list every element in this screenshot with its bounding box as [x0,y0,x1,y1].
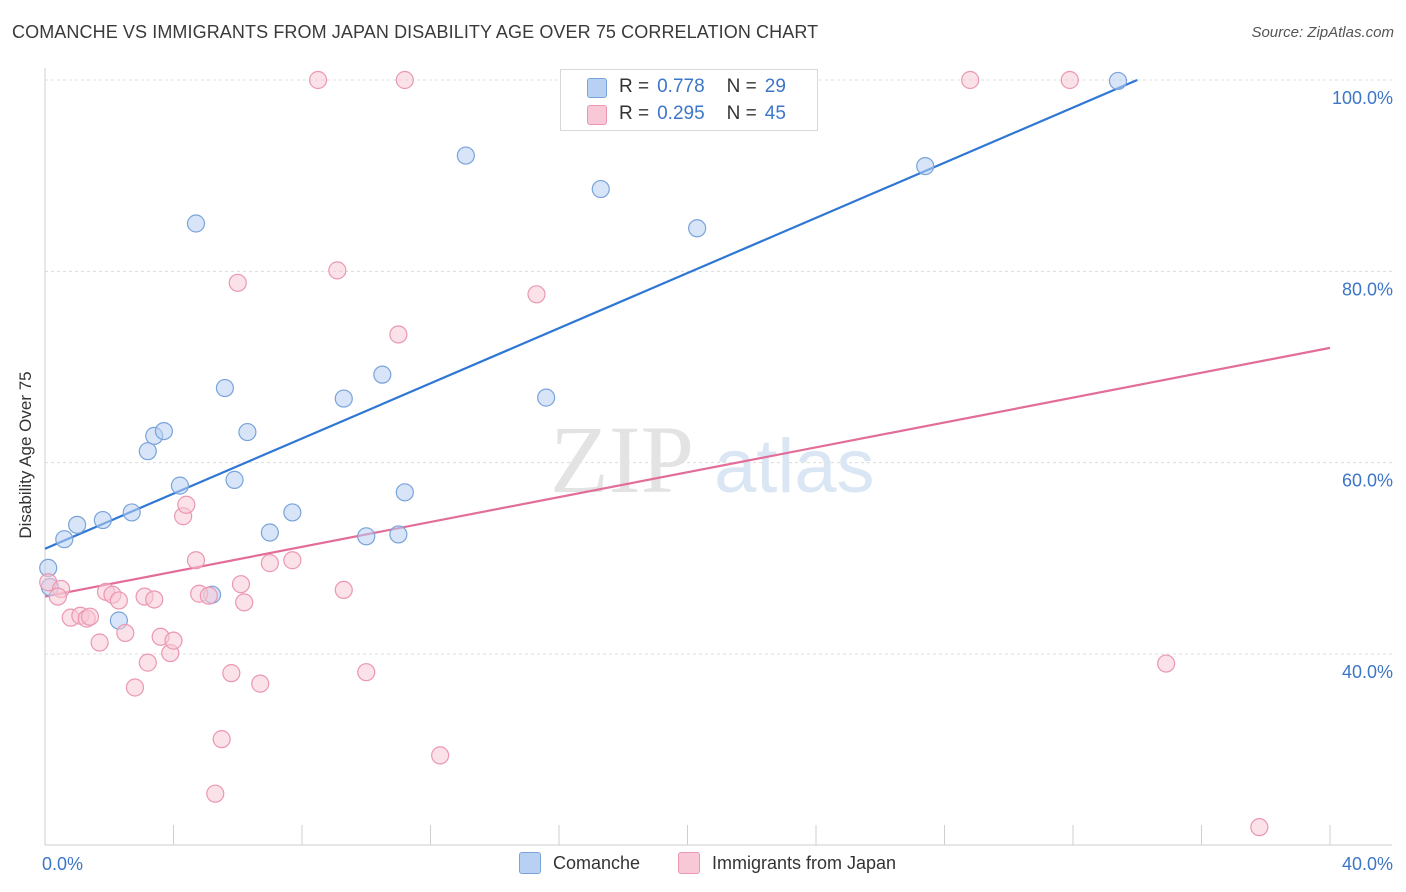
point-japan [177,495,196,514]
trend-lines [44,78,1331,598]
axes [44,68,1392,846]
source-credit[interactable]: Source: ZipAtlas.com [1251,24,1394,41]
data-points [39,70,1269,837]
point-japan [527,285,546,304]
point-japan [1060,70,1079,90]
point-japan [199,586,218,605]
point-japan [1157,654,1176,673]
point-japan [308,70,328,90]
point-japan [431,746,450,765]
point-comanche [68,515,87,534]
point-comanche [215,378,234,398]
point-japan [90,633,109,652]
r-label: R = [619,103,650,124]
y-tick-label: 80.0% [1342,279,1393,299]
stats-box: R = 0.778 N = 29 R = 0.295 N = 45 [560,69,818,131]
legend-swatch-japan [678,852,700,874]
legend: Comanche Immigrants from Japan [0,852,1406,878]
point-japan [138,653,157,672]
point-comanche [154,421,173,441]
point-japan [48,587,67,606]
point-japan [145,590,164,609]
point-comanche [55,530,74,549]
point-japan [228,273,247,292]
stats-row-japan: R = 0.295 N = 45 [587,101,786,127]
point-comanche [456,146,475,165]
japan-swatch [587,105,607,125]
point-japan [212,730,231,749]
point-japan [260,554,279,573]
point-japan [206,784,225,803]
point-comanche [395,483,414,502]
point-japan [283,551,302,570]
legend-item-japan[interactable]: Immigrants from Japan [678,852,896,874]
point-comanche [138,442,157,461]
point-japan [109,591,128,610]
point-japan [251,674,270,693]
point-comanche [334,389,353,408]
point-comanche [122,503,141,522]
legend-label-japan: Immigrants from Japan [712,852,897,873]
point-comanche [170,476,190,495]
point-japan [80,607,100,626]
n-label: N = [726,103,757,124]
n-value: 45 [764,103,786,124]
r-value: 0.295 [657,103,705,124]
gridlines [45,79,1392,655]
stats-row-comanche: R = 0.778 N = 29 [587,74,786,100]
point-japan [186,551,206,570]
point-japan [1250,818,1269,837]
legend-item-comanche[interactable]: Comanche [519,852,640,874]
point-japan [164,631,183,650]
r-value: 0.778 [657,76,705,97]
point-comanche [373,365,392,384]
point-comanche [93,510,112,530]
point-japan [116,623,135,643]
n-label: N = [726,76,757,97]
point-comanche [916,157,935,176]
tick-labels: 40.0% 60.0% 80.0% 100.0% 0.0% 40.0% [42,88,1393,874]
point-japan [357,663,376,682]
watermark-zip: ZIP [550,406,694,513]
point-comanche [357,527,376,546]
point-comanche [1108,71,1128,91]
point-japan [222,664,241,683]
n-value: 29 [764,76,786,97]
r-label: R = [619,76,650,97]
point-comanche [389,525,408,544]
chart-title: COMANCHE VS IMMIGRANTS FROM JAPAN DISABI… [12,22,819,42]
legend-swatch-comanche [519,852,541,874]
point-japan [231,575,251,594]
point-comanche [260,523,279,542]
point-japan [328,261,347,280]
legend-label-comanche: Comanche [553,852,641,873]
point-japan [961,70,980,90]
y-tick-label: 100.0% [1332,88,1393,108]
point-comanche [238,422,257,442]
point-japan [235,593,254,612]
x-tick-label: 0.0% [42,854,83,874]
y-tick-label: 60.0% [1342,471,1393,491]
point-comanche [688,219,707,238]
watermark: ZIP atlas [550,406,875,513]
point-japan [125,678,145,697]
trend-line-japan [44,346,1331,598]
x-tick-label: 40.0% [1342,854,1393,874]
point-comanche [186,214,206,233]
point-japan [395,70,414,90]
point-comanche [225,470,244,489]
y-axis-label: Disability Age Over 75 [16,371,35,539]
point-comanche [537,388,556,407]
point-comanche [591,179,610,199]
point-comanche [283,503,302,522]
comanche-swatch [587,78,607,98]
trend-line-comanche [44,78,1138,550]
point-japan [334,580,353,600]
point-japan [389,325,408,344]
watermark-atlas: atlas [714,424,875,509]
y-tick-label: 40.0% [1342,662,1393,682]
